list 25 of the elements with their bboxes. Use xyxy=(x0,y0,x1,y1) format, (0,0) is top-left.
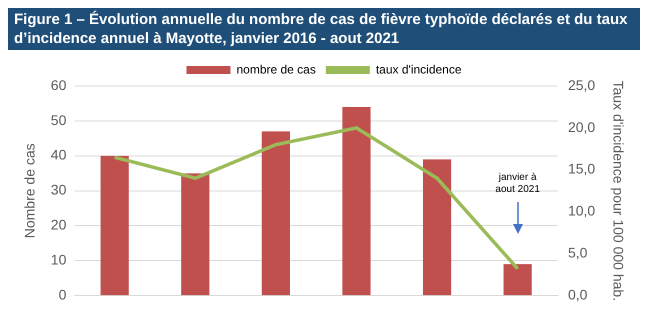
y-tick-label: 0 xyxy=(58,286,67,302)
y-tick-label: 20 xyxy=(50,216,67,233)
y-tick-label: 60 xyxy=(50,76,67,93)
y-tick-label: 30 xyxy=(50,182,67,198)
bar xyxy=(100,156,129,296)
y2-tick-label: 5,0 xyxy=(568,244,588,261)
bar xyxy=(262,131,290,296)
bar xyxy=(342,106,371,296)
chart-title: Figure 1 – Évolution annuelle du nombre de cas de fièvre typhoïde déclarés et du taux d’incidence annuel à Mayotte, janvier 2016 - aout 2021 xyxy=(8,8,640,50)
y2-tick-label: 20,0 xyxy=(568,118,596,135)
y-tick-label: 10 xyxy=(50,252,67,268)
y2-tick-label: 10,0 xyxy=(568,202,596,219)
annotation: janvier à aout 2021 xyxy=(494,172,541,196)
y-tick-label: 40 xyxy=(50,146,67,163)
y-tick-label: 50 xyxy=(50,112,67,128)
bar xyxy=(504,264,532,296)
bar xyxy=(422,159,452,296)
y-axis-title: Nombre de cas xyxy=(21,143,38,238)
legend-label: taux d'incidence xyxy=(376,62,462,76)
y2-tick-label: 0,0 xyxy=(568,286,588,302)
legend-label: nombre de cas xyxy=(236,62,316,76)
y2-tick-label: 25,0 xyxy=(568,76,596,93)
bar xyxy=(181,173,210,296)
y2-tick-label: 15,0 xyxy=(568,160,596,177)
y2-axis-title: Taux d'incidence pour 100 000 hab. xyxy=(610,80,627,302)
